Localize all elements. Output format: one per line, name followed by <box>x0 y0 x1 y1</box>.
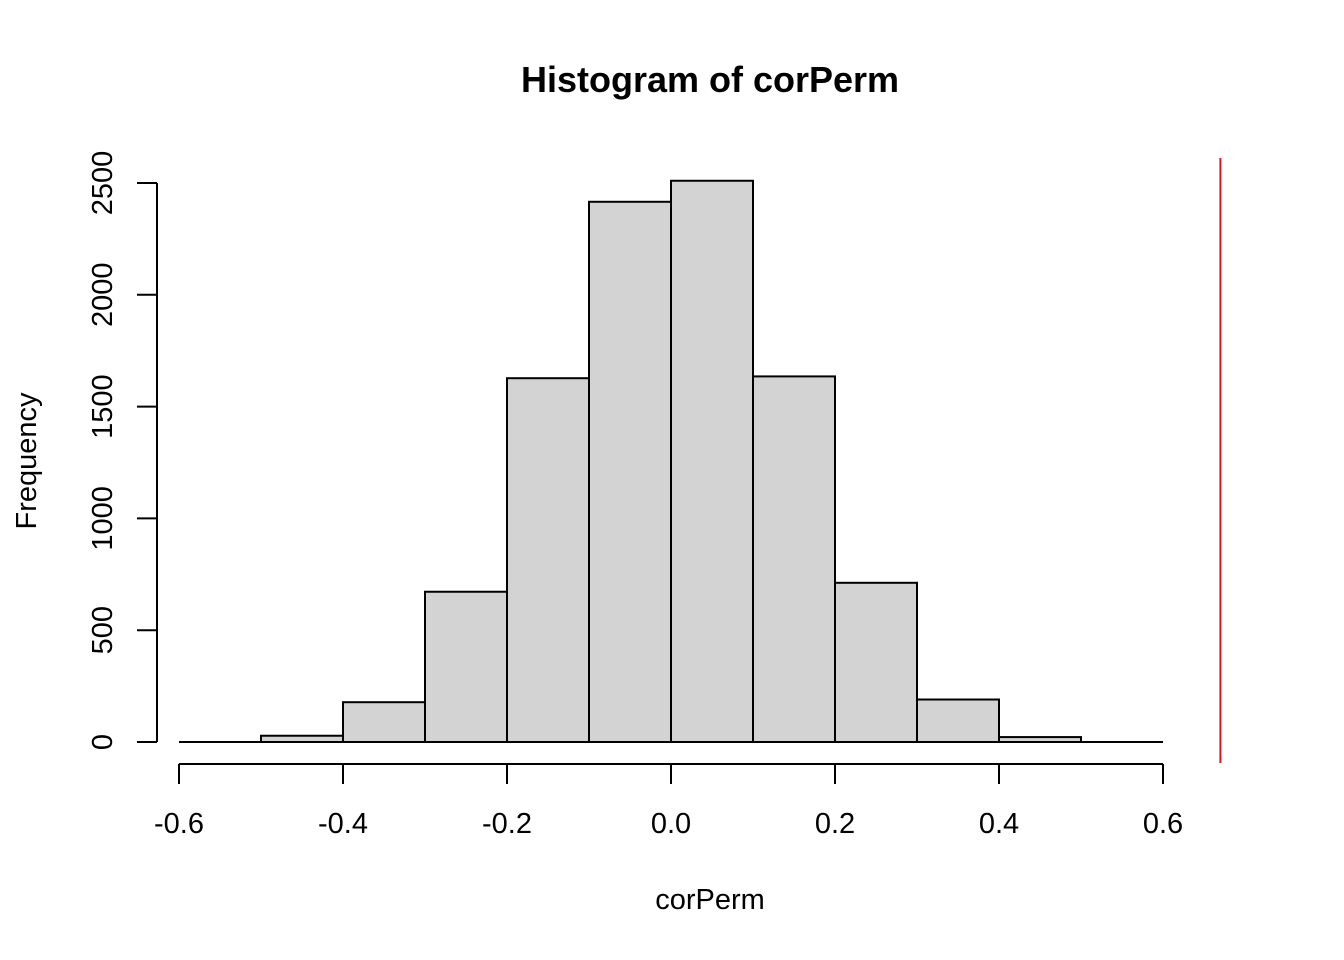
histogram-bar-5 <box>588 200 672 743</box>
histogram-bars <box>179 179 1163 744</box>
histogram-bar-9 <box>916 698 1000 743</box>
histogram-bar-1 <box>260 734 344 743</box>
y-tick-label-1: 500 <box>87 606 119 654</box>
histogram-bar-8 <box>834 581 918 744</box>
x-tick-label-4: 0.2 <box>815 808 855 840</box>
histogram-bar-10 <box>998 736 1082 744</box>
histogram-bar-4 <box>506 377 590 743</box>
y-axis-label: Frequency <box>11 392 43 530</box>
y-tick-label-0: 0 <box>87 734 119 750</box>
x-tick-label-2: -0.2 <box>482 808 532 840</box>
y-tick-label-5: 2500 <box>87 151 119 216</box>
x-tick-label-1: -0.4 <box>318 808 368 840</box>
histogram-bar-7 <box>752 375 836 743</box>
y-tick-label-2: 1000 <box>87 486 119 551</box>
x-tick-label-0: -0.6 <box>154 808 204 840</box>
y-tick-label-4: 2000 <box>87 263 119 328</box>
histogram-bar-6 <box>670 179 754 744</box>
histogram-bar-2 <box>342 701 426 744</box>
chart-title: Histogram of corPerm <box>521 59 899 100</box>
x-tick-label-5: 0.4 <box>979 808 1019 840</box>
histogram-bar-3 <box>424 590 508 743</box>
y-tick-label-3: 1500 <box>87 374 119 439</box>
x-tick-label-6: 0.6 <box>1143 808 1183 840</box>
x-axis: -0.6 -0.4 -0.2 0.0 0.2 0.4 0.6 <box>154 763 1183 840</box>
x-axis-label: corPerm <box>655 884 765 916</box>
x-tick-label-3: 0.0 <box>651 808 691 840</box>
y-axis: 0 500 1000 1500 2000 2500 <box>87 151 158 750</box>
